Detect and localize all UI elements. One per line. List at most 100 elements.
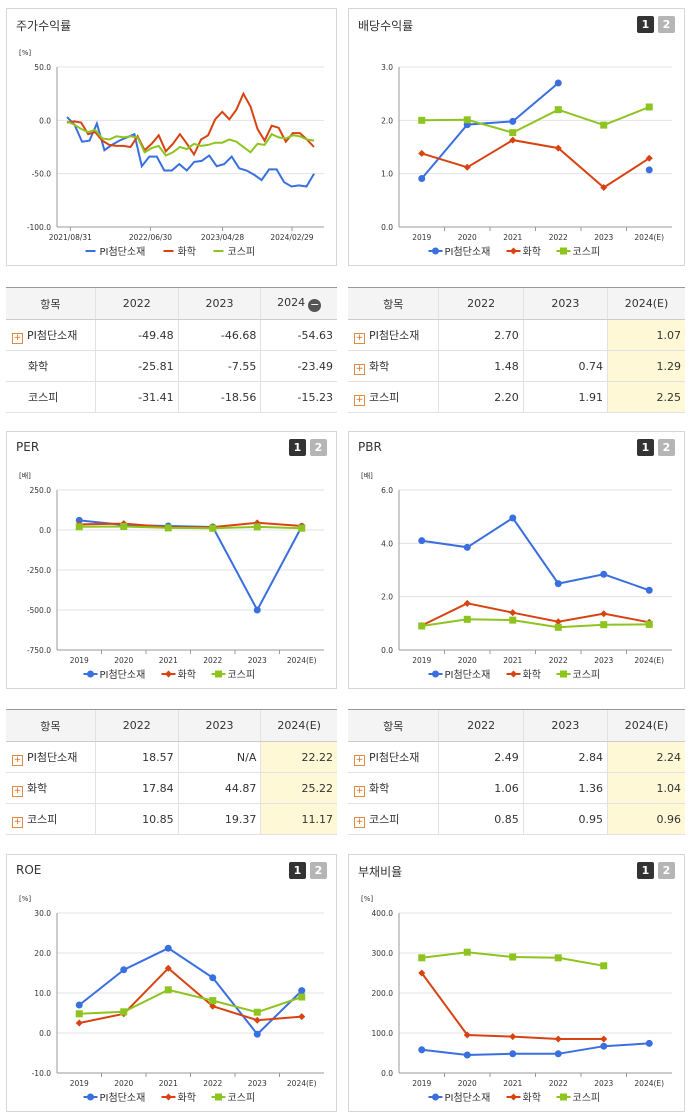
legend: PI첨단소재 화학 코스피: [85, 246, 255, 258]
data-point: [554, 106, 562, 114]
legend-label: 화학: [178, 246, 196, 258]
cell-value: 2.84: [578, 750, 603, 764]
cell-value: 1.91: [578, 390, 603, 404]
table-row: + 화학 1.48 0.74 1.29: [348, 350, 685, 382]
data-point: [253, 1030, 261, 1038]
x-tick-label: 2023: [594, 233, 613, 242]
x-tick-label: 2019: [412, 656, 431, 665]
y-tick-label: -10.0: [32, 1069, 52, 1078]
per-panel: PER 1 2 [배] 250.0 0.0 -250.0 -500.0 -750.0 201…: [6, 431, 337, 689]
data-point: [554, 144, 562, 152]
value-cell: -7.55: [177, 350, 261, 382]
legend-label: 코스피: [573, 669, 601, 681]
series-line-3: [421, 106, 650, 134]
y-tick-label: 3.0: [381, 63, 393, 72]
expand-icon[interactable]: +: [354, 394, 365, 406]
legend-label: 화학: [523, 246, 541, 258]
value-cell: 0.85: [438, 803, 524, 835]
cell-value: 18.57: [142, 750, 174, 764]
value-cell: -54.63: [260, 319, 337, 351]
x-tick-label: 2022/06/30: [129, 233, 172, 242]
pbr-panel: PBR 1 2 [배] 6.0 4.0 2.0 0.0 2019 2020 2021 2022 2…: [348, 431, 685, 689]
x-tick-label: 2022: [203, 656, 222, 665]
per-chart: [배] 250.0 0.0 -250.0 -500.0 -750.0 2019 2020 202…: [19, 471, 324, 681]
page-1-button[interactable]: 1: [637, 16, 654, 33]
y-tick-label: 0.0: [381, 1069, 393, 1078]
page-2-button[interactable]: 2: [658, 439, 675, 456]
data-point: [418, 969, 426, 977]
page-2-button[interactable]: 2: [310, 439, 327, 456]
column-header-label: 2022: [122, 719, 151, 732]
legend-marker: [165, 1093, 172, 1101]
legend-label: PI첨단소재: [445, 669, 491, 681]
x-tick-label: 2024(E): [634, 1079, 664, 1088]
data-point: [253, 1016, 261, 1024]
legend-marker: [432, 247, 439, 255]
page-2-button[interactable]: 2: [658, 16, 675, 33]
debt-ratio-chart: [%] 400.0 300.0 200.0 100.0 0.0 2019 2020 2021 20…: [361, 895, 672, 1104]
x-tick-label: 2021: [503, 1079, 522, 1088]
row-label: 화학: [369, 359, 390, 373]
column-header: 2024(E): [606, 287, 685, 320]
legend: PI첨단소재 화학 코스피: [83, 669, 255, 681]
table-row: 코스피 -31.41 -18.56 -15.23: [6, 381, 337, 413]
x-tick-label: 2020: [114, 1079, 133, 1088]
expand-icon[interactable]: +: [12, 785, 23, 797]
y-tick-label: 4.0: [381, 539, 393, 548]
value-cell: 11.17: [260, 803, 337, 835]
cell-value: 2.25: [656, 390, 682, 404]
panel-title: PBR: [358, 440, 382, 454]
data-point: [120, 522, 128, 530]
expand-icon[interactable]: +: [354, 816, 365, 828]
series-line-1: [79, 519, 303, 613]
cell-value: 1.07: [656, 328, 682, 342]
page-1-button[interactable]: 1: [637, 862, 654, 879]
table-row: + 화학 17.84 44.87 25.22: [6, 772, 337, 804]
y-axis-unit: [배]: [19, 471, 31, 480]
data-point: [554, 1035, 562, 1043]
page-1-button[interactable]: 1: [289, 439, 306, 456]
data-point: [463, 1051, 471, 1059]
data-point: [645, 620, 653, 628]
table-row: + 화학 1.06 1.36 1.04: [348, 772, 685, 804]
expand-icon[interactable]: +: [354, 754, 365, 766]
cell-value: N/A: [236, 750, 257, 764]
data-point: [554, 618, 562, 626]
expand-icon[interactable]: +: [354, 785, 365, 797]
y-tick-label: 0.0: [381, 223, 393, 232]
cell-value: 11.17: [301, 812, 334, 826]
page-2-button[interactable]: 2: [658, 862, 675, 879]
value-cell: 2.49: [438, 741, 524, 773]
expand-icon[interactable]: +: [12, 332, 23, 344]
y-tick-label: 50.0: [34, 63, 51, 72]
y-tick-label: 10.0: [34, 989, 51, 998]
pager: 1 2: [637, 862, 675, 879]
legend-label: 화학: [178, 1092, 196, 1104]
cell-value: 1.04: [656, 781, 682, 795]
legend-label: PI첨단소재: [100, 669, 146, 681]
page-1-button[interactable]: 1: [637, 439, 654, 456]
row-label: 화학: [27, 781, 48, 795]
page-1-button[interactable]: 1: [289, 862, 306, 879]
page-2-button[interactable]: 2: [310, 862, 327, 879]
x-tick-label: 2024(E): [634, 233, 664, 242]
legend-marker: [432, 1093, 439, 1101]
expand-icon[interactable]: +: [12, 816, 23, 828]
column-header: 2022: [438, 287, 524, 320]
collapse-icon[interactable]: −: [308, 297, 322, 312]
table-row: 화학 -25.81 -7.55 -23.49: [6, 350, 337, 382]
row-label: 코스피: [369, 390, 400, 404]
expand-icon[interactable]: +: [354, 332, 365, 344]
legend-marker: [510, 1093, 517, 1101]
column-header: 항목: [6, 287, 96, 320]
data-point: [554, 79, 562, 87]
value-cell: -23.49: [260, 350, 337, 382]
series-line-2: [420, 972, 604, 1040]
x-tick-label: 2019: [70, 656, 89, 665]
value-cell: 1.07: [606, 319, 685, 351]
value-cell: -18.56: [177, 381, 261, 413]
cell-value: -23.49: [297, 359, 333, 373]
y-axis-unit: [배]: [361, 471, 373, 480]
expand-icon[interactable]: +: [12, 754, 23, 766]
expand-icon[interactable]: +: [354, 363, 365, 375]
